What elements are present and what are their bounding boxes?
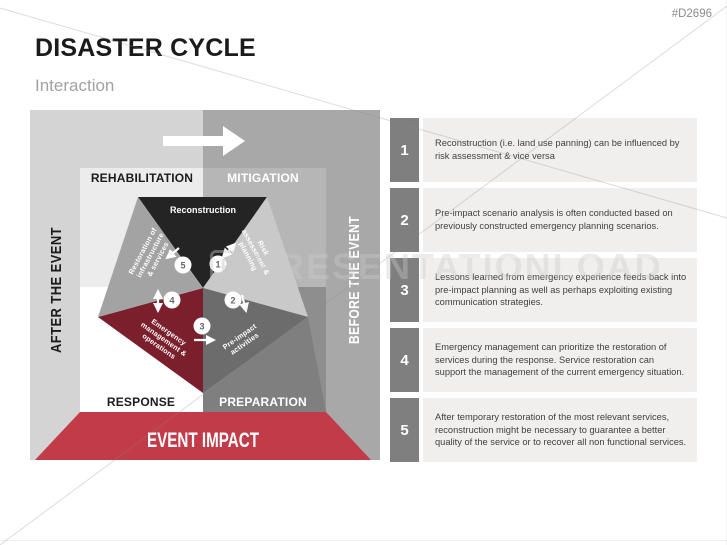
row-number-badge: 3 xyxy=(390,258,419,322)
step-marker-1: 1 xyxy=(209,255,227,273)
event-impact-band xyxy=(35,412,371,460)
svg-text:2: 2 xyxy=(230,295,235,305)
arrow-2-down-icon xyxy=(239,294,249,313)
row-text: Pre-impact scenario analysis is often co… xyxy=(423,188,697,252)
row-number-badge: 5 xyxy=(390,398,419,462)
triangle-reconstruction xyxy=(138,197,267,288)
arrow-1-double-diagonal-icon xyxy=(221,242,237,259)
row-number-badge: 2 xyxy=(390,188,419,252)
panel-row-3: 3 Lessons learned from emergency experie… xyxy=(390,258,697,322)
arrow-5-down-left-icon xyxy=(165,247,180,260)
pentagon-shadow xyxy=(203,317,326,412)
svg-text:5: 5 xyxy=(180,260,185,270)
page-subtitle: Interaction xyxy=(35,76,115,95)
label-mitigation: MITIGATION xyxy=(227,171,299,185)
svg-text:1: 1 xyxy=(215,259,220,269)
step-marker-5: 5 xyxy=(174,256,192,274)
label-preparation: PREPARATION xyxy=(219,395,307,409)
explanation-panel: 1 Reconstruction (i.e. land use panning)… xyxy=(390,118,697,468)
row-text: After temporary restoration of the most … xyxy=(423,398,697,462)
triangle-restoration xyxy=(98,197,203,317)
label-response: RESPONSE xyxy=(107,395,175,409)
label-reconstruction: Reconstruction xyxy=(170,205,236,215)
row-number-badge: 4 xyxy=(390,328,419,392)
step-marker-3: 3 xyxy=(193,317,211,335)
row-text: Reconstruction (i.e. land use panning) c… xyxy=(423,118,697,182)
label-rehabilitation: REHABILITATION xyxy=(91,171,193,185)
triangle-pre-impact xyxy=(203,288,308,393)
panel-row-2: 2 Pre-impact scenario analysis is often … xyxy=(390,188,697,252)
panel-row-1: 1 Reconstruction (i.e. land use panning)… xyxy=(390,118,697,182)
step-marker-4: 4 xyxy=(163,291,181,309)
slide-id: #D2696 xyxy=(671,8,712,20)
label-after-the-event: AFTER THE EVENT xyxy=(48,227,65,353)
triangle-emergency-management xyxy=(98,288,203,393)
disaster-cycle-diagram: REHABILITATION MITIGATION RESPONSE PREPA… xyxy=(30,110,380,462)
panel-row-4: 4 Emergency management can prioritize th… xyxy=(390,328,697,392)
step-marker-2: 2 xyxy=(224,291,242,309)
svg-text:4: 4 xyxy=(169,295,174,305)
row-number-badge: 1 xyxy=(390,118,419,182)
panel-row-5: 5 After temporary restoration of the mos… xyxy=(390,398,697,462)
label-before-the-event: BEFORE THE EVENT xyxy=(346,216,363,344)
row-text: Emergency management can prioritize the … xyxy=(423,328,697,392)
flow-right-arrow-icon xyxy=(163,126,245,156)
svg-text:3: 3 xyxy=(199,321,204,331)
label-event-impact: EVENT IMPACT xyxy=(147,429,259,452)
page-title: DISASTER CYCLE xyxy=(35,34,256,62)
diagram-canvas: REHABILITATION MITIGATION RESPONSE PREPA… xyxy=(30,110,380,460)
row-text: Lessons learned from emergency experienc… xyxy=(423,258,697,322)
triangle-risk-assessment xyxy=(203,197,308,317)
